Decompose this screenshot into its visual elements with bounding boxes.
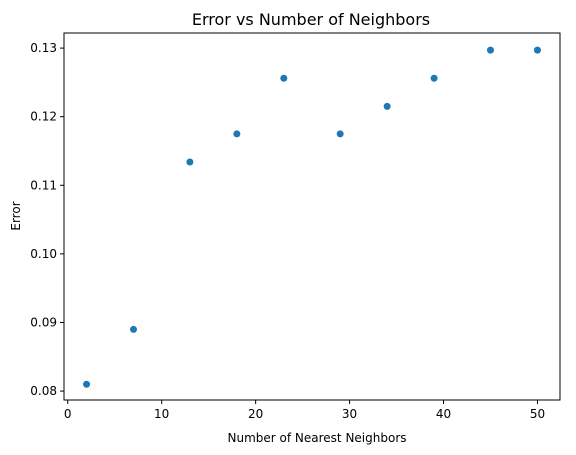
y-tick-label: 0.11 [30,178,57,192]
x-tick-label: 0 [64,407,72,421]
data-point [233,130,241,138]
data-points [83,46,541,388]
y-axis-ticks: 0.08 0.09 0.10 0.11 0.12 0.13 [30,41,64,398]
x-tick-label: 20 [248,407,263,421]
data-point [186,158,194,166]
plot-frame [63,32,561,401]
y-tick-label: 0.13 [30,41,57,55]
x-tick-label: 30 [342,407,357,421]
x-tick-label: 40 [436,407,451,421]
chart-title: Error vs Number of Neighbors [192,10,430,29]
data-point [83,380,91,388]
data-point [486,46,494,54]
y-tick-label: 0.10 [30,247,57,261]
y-tick-label: 0.12 [30,110,57,124]
y-tick-label: 0.09 [30,315,57,329]
x-tick-label: 10 [154,407,169,421]
x-tick-label: 50 [530,407,545,421]
plot-area: 0 10 20 30 40 50 0.08 0.09 0.10 0.11 0.12 0.13 [30,32,561,421]
x-axis-label: Number of Nearest Neighbors [228,431,407,445]
y-tick-label: 0.08 [30,384,57,398]
data-point [336,130,344,138]
x-axis-ticks: 0 10 20 30 40 50 [64,400,545,421]
data-point [430,74,438,82]
data-point [130,325,138,333]
data-point [533,46,541,54]
y-axis-label: Error [9,201,23,230]
data-point [383,102,391,110]
data-point [280,74,288,82]
